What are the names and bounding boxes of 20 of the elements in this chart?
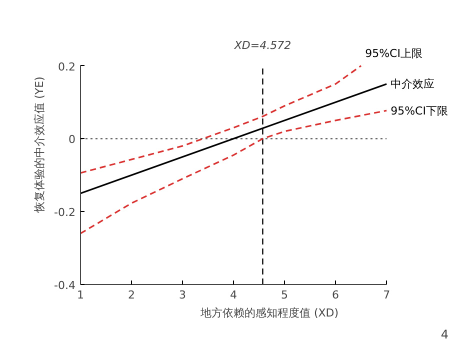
y-axis-title: 恢复体验的中介效应值 (YE)	[33, 76, 46, 214]
x-tick-label: 6	[332, 288, 340, 302]
ref-line-label: XD=4.572	[233, 38, 292, 52]
line-series	[80, 110, 388, 234]
y-tick-label: -0.4	[54, 279, 76, 292]
x-tick-label: 2	[128, 288, 136, 302]
series-label: 95%CI下限	[390, 104, 448, 118]
series-label: 中介效应	[390, 77, 435, 90]
line-series	[80, 64, 362, 174]
x-tick-label: 4	[230, 288, 238, 302]
x-axis-title: 地方依赖的感知程度值 (XD)	[199, 306, 339, 320]
y-tick-label: 0	[68, 133, 76, 146]
x-tick-label: 3	[179, 288, 186, 302]
series-label: 95%CI上限	[365, 46, 422, 60]
y-tick-label: 0.2	[58, 60, 76, 74]
x-tick-label: 7	[383, 288, 390, 302]
text: 4	[440, 328, 449, 342]
x-tick-label: 1	[77, 288, 84, 302]
x-tick-label: 5	[281, 288, 288, 302]
y-tick-label: -0.2	[54, 206, 76, 220]
